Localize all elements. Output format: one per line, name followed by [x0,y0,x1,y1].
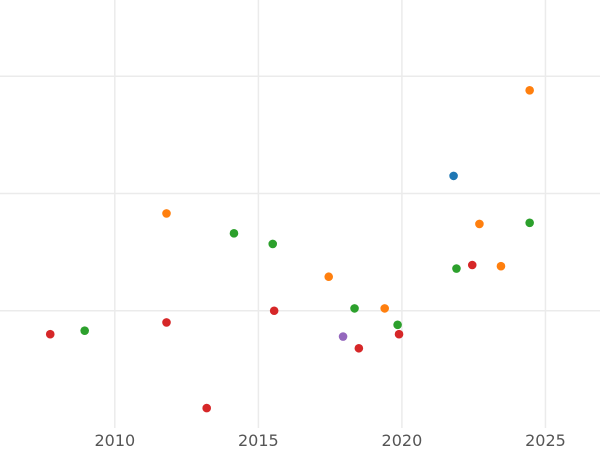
data-point-s1-3 [475,219,484,229]
x-tick-label-2010: 2010 [94,431,135,450]
data-point-s3-6 [467,260,477,270]
data-point-s2-2 [268,239,278,249]
data-point-s3-3 [269,306,279,316]
data-point-s1-5 [525,85,534,95]
data-point-s2-3 [350,304,359,313]
data-point-s1-4 [496,261,506,271]
x-axis-tick-labels: 2010 2015 2020 2025 [94,431,565,450]
data-points [45,85,534,413]
y-gridlines [0,75,600,312]
data-point-s3-4 [354,343,364,353]
data-point-s3-2 [202,403,211,413]
data-point-s2-0 [80,326,89,335]
data-point-s1-0 [162,209,171,218]
data-point-s3-0 [45,329,55,339]
data-point-s1-1 [324,272,334,282]
data-point-s3-1 [162,318,171,327]
x-tick-label-2025: 2025 [525,431,566,450]
data-point-s0-0 [449,171,458,181]
data-point-s1-2 [380,304,389,313]
x-tick-label-2015: 2015 [238,431,279,450]
data-point-s2-5 [452,264,461,273]
data-point-s2-4 [393,320,402,330]
data-point-s4-0 [338,332,348,341]
x-gridlines [114,0,547,428]
data-point-s2-6 [525,218,534,228]
data-point-s3-5 [394,329,404,339]
data-point-s2-1 [229,229,239,238]
x-tick-label-2020: 2020 [382,431,423,450]
